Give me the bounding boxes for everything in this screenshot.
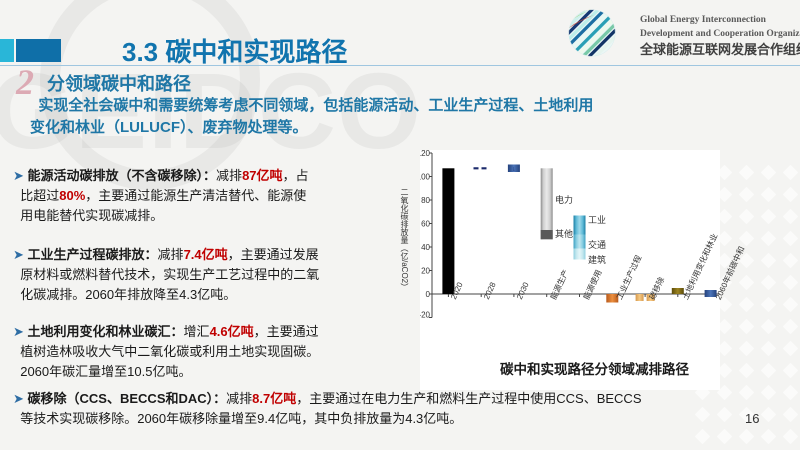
svg-text:↓: ↓ xyxy=(512,166,515,173)
svg-text:120: 120 xyxy=(420,150,431,158)
svg-text:-20: -20 xyxy=(420,311,431,320)
svg-text:100: 100 xyxy=(420,173,431,182)
